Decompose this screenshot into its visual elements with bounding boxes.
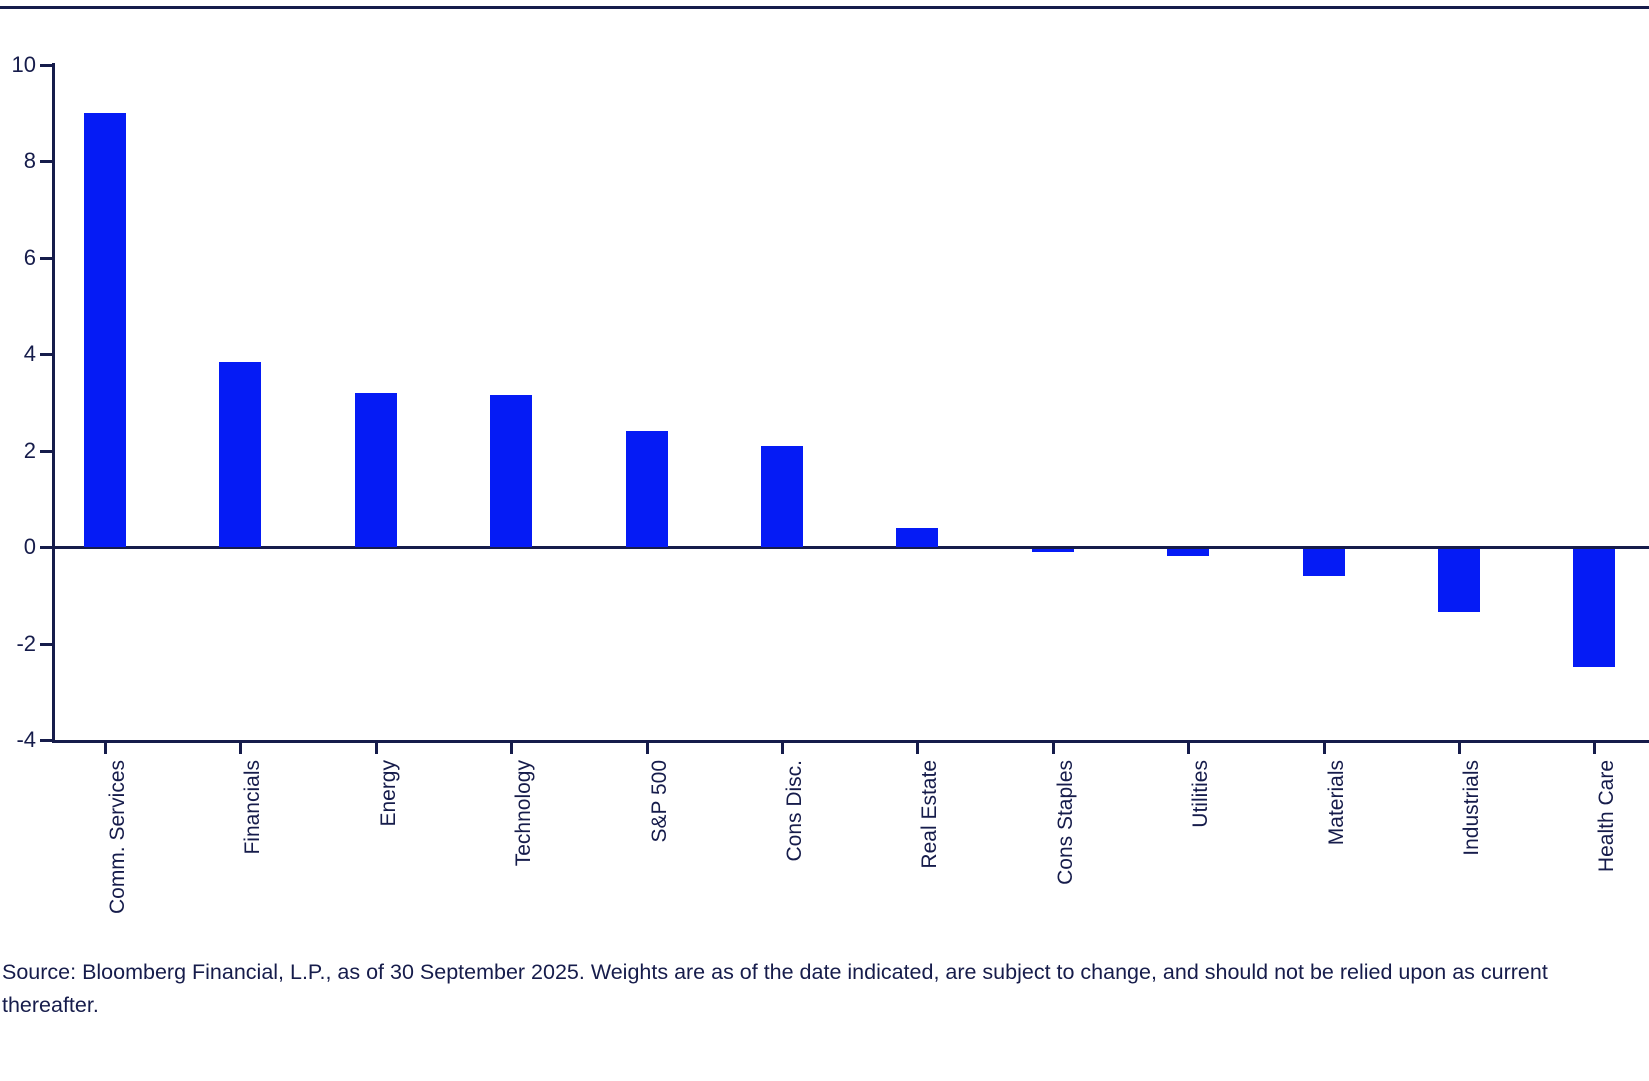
zero-baseline bbox=[52, 546, 1649, 550]
x-axis-tick bbox=[781, 743, 784, 754]
y-axis-tick-label: -2 bbox=[16, 630, 36, 656]
y-axis-tick-label: 4 bbox=[23, 341, 36, 367]
x-axis-label-industrials: Industrials bbox=[1460, 760, 1483, 856]
y-axis-tick-label: 6 bbox=[23, 244, 36, 270]
bar-cons-staples bbox=[1031, 549, 1074, 552]
y-axis-line bbox=[52, 63, 55, 743]
bar-health-care bbox=[1573, 549, 1616, 668]
x-axis-tick bbox=[1593, 743, 1597, 754]
y-axis-tick-label: 10 bbox=[11, 52, 36, 77]
x-axis-label-real-estate: Real Estate bbox=[918, 760, 942, 869]
x-axis-line bbox=[52, 740, 1649, 743]
top-divider-rule bbox=[0, 6, 1649, 9]
x-axis-label-comm-services: Comm. Services bbox=[106, 760, 129, 915]
source-note: Source: Bloomberg Financial, L.P., as of… bbox=[2, 960, 1548, 1017]
x-axis-tick bbox=[916, 743, 920, 754]
x-axis-tick bbox=[239, 743, 243, 754]
x-axis-label-s-p-500: S&P 500 bbox=[647, 760, 671, 843]
x-axis-tick bbox=[1051, 743, 1055, 754]
x-axis-tick bbox=[1458, 743, 1461, 754]
y-axis-tick bbox=[40, 256, 52, 260]
x-axis-label-health-care: Health Care bbox=[1595, 760, 1619, 873]
x-axis-label-financials: Financials bbox=[241, 760, 265, 855]
x-axis-label-technology: Technology bbox=[512, 760, 536, 867]
y-axis-tick bbox=[40, 642, 52, 646]
y-axis-tick bbox=[40, 160, 52, 164]
bar-industrials bbox=[1438, 549, 1480, 612]
bar-materials bbox=[1302, 549, 1345, 576]
y-axis-tick bbox=[40, 739, 52, 742]
bar-utilities bbox=[1167, 549, 1210, 557]
x-axis-tick bbox=[1187, 743, 1191, 754]
y-axis-tick bbox=[40, 546, 52, 550]
x-axis-tick bbox=[510, 743, 514, 754]
bar-s-p-500 bbox=[625, 431, 668, 548]
bar-energy bbox=[354, 392, 397, 548]
y-axis-tick-label: 2 bbox=[23, 437, 36, 463]
x-axis-tick bbox=[1322, 743, 1326, 754]
y-axis-tick bbox=[40, 64, 52, 67]
bar-comm-services bbox=[84, 113, 126, 548]
bar-technology bbox=[490, 395, 533, 548]
y-axis-tick bbox=[40, 449, 52, 453]
x-axis-tick bbox=[104, 743, 107, 754]
x-axis-tick bbox=[374, 743, 378, 754]
bar-financials bbox=[219, 361, 262, 548]
bar-real-estate bbox=[896, 527, 939, 548]
x-axis-tick bbox=[645, 743, 649, 754]
x-axis-label-utilities: Utilities bbox=[1189, 760, 1213, 828]
y-axis-tick-label: 0 bbox=[23, 534, 36, 560]
x-axis-label-cons-disc: Cons Disc. bbox=[783, 760, 806, 862]
x-axis-label-energy: Energy bbox=[376, 760, 400, 827]
y-axis-tick-label: 8 bbox=[23, 148, 36, 174]
x-axis-label-materials: Materials bbox=[1324, 760, 1348, 846]
y-axis-tick-label: -4 bbox=[16, 727, 36, 752]
bar-cons-disc bbox=[761, 445, 803, 548]
x-axis-label-cons-staples: Cons Staples bbox=[1053, 760, 1077, 885]
y-axis-tick bbox=[40, 353, 52, 357]
